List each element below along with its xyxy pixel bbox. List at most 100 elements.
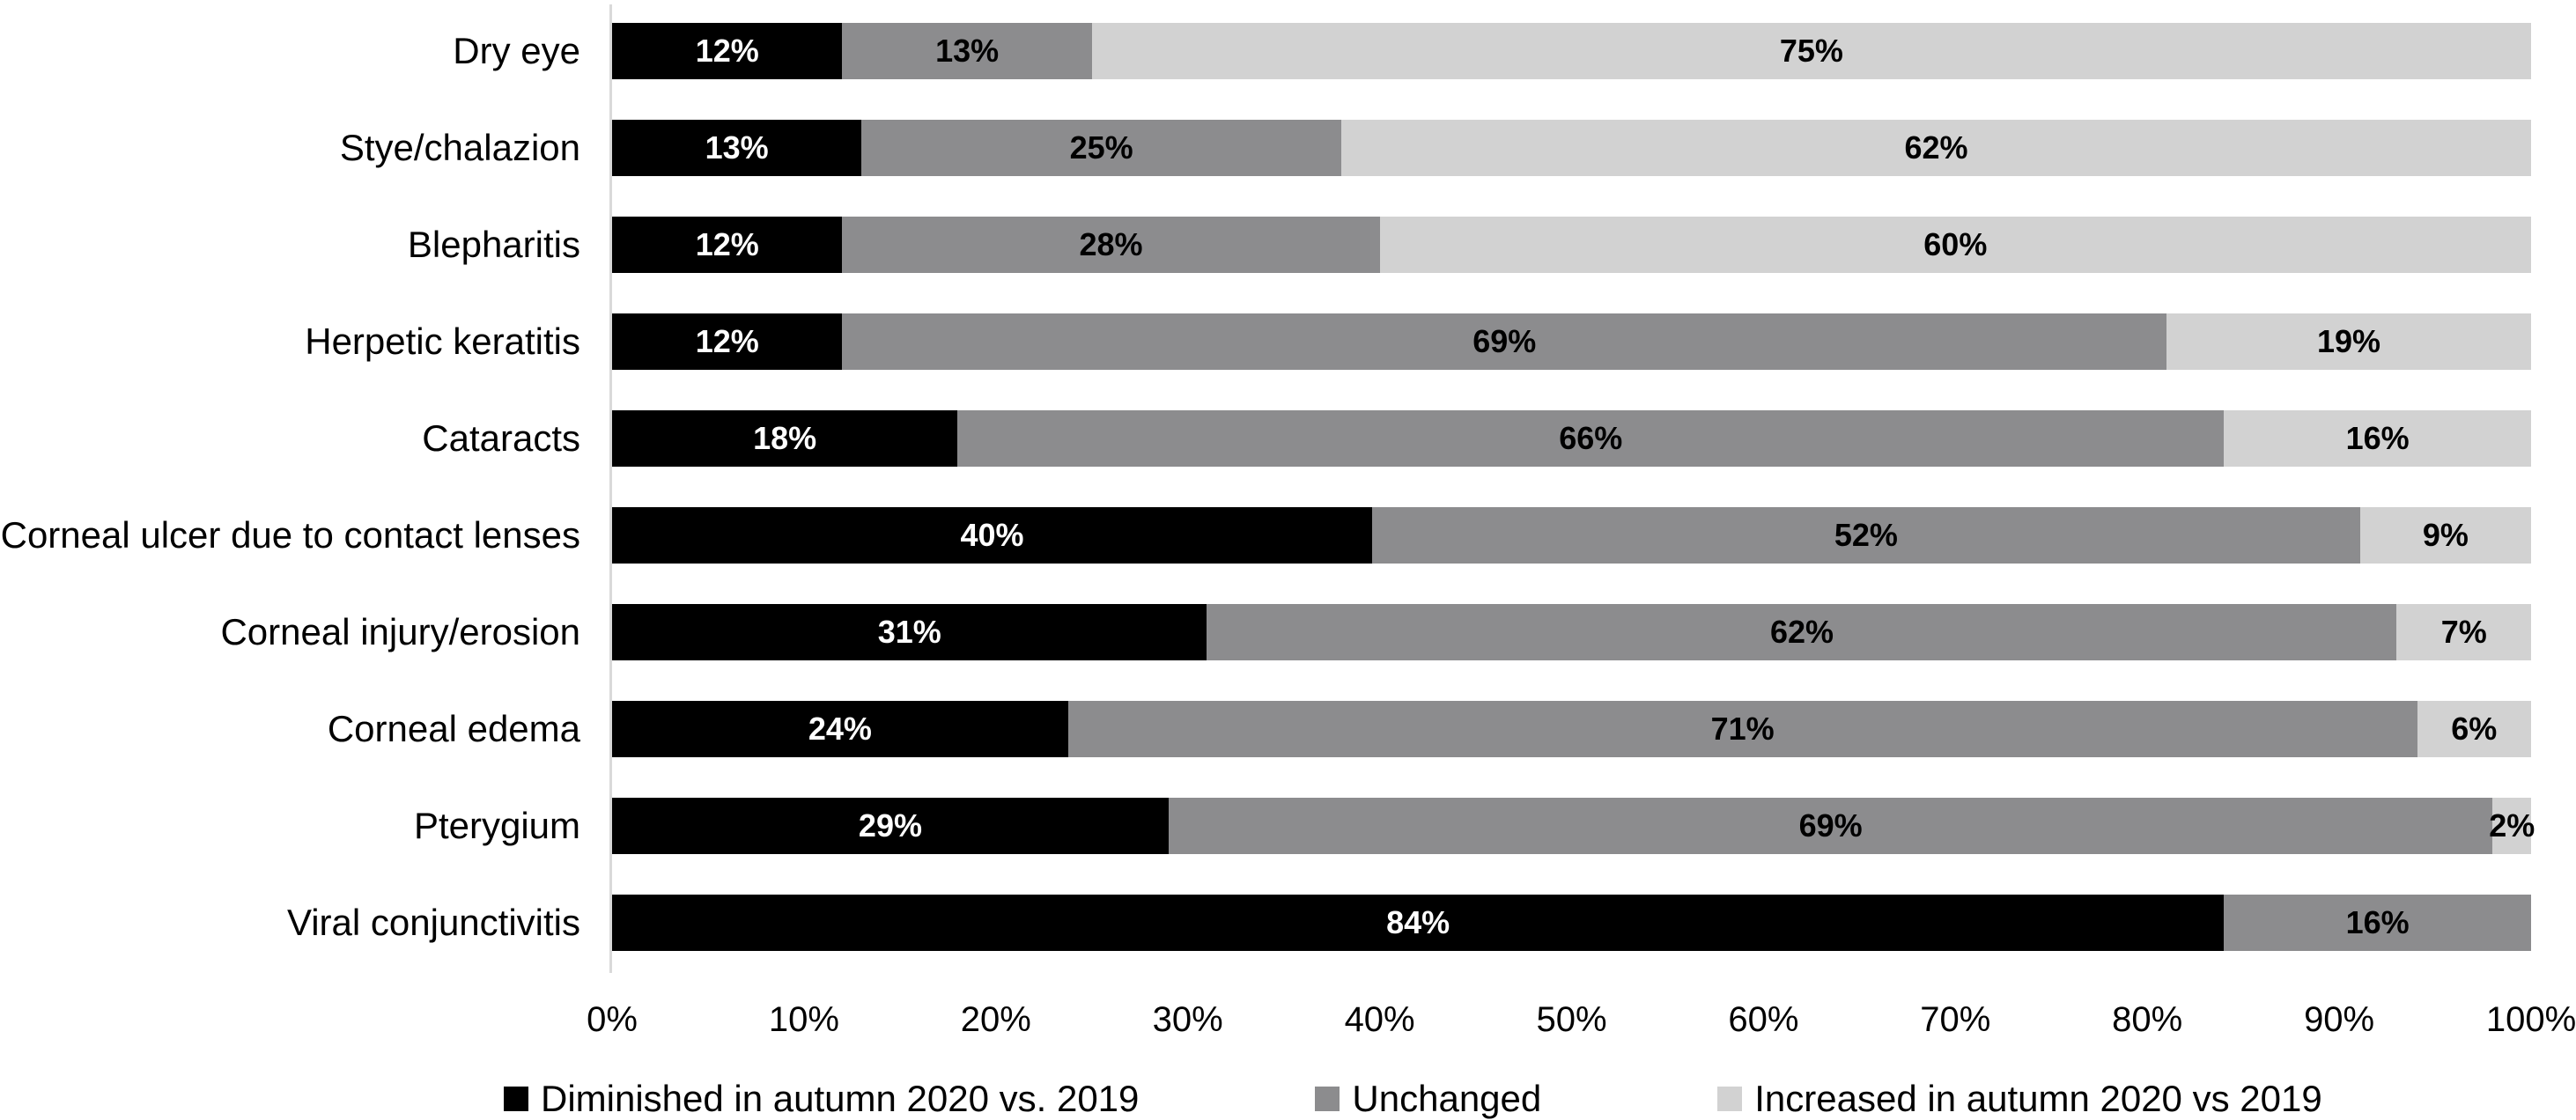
segment-value-label: 71% (1710, 711, 1775, 747)
category-label: Dry eye (453, 29, 580, 71)
segment-value-label: 13% (935, 33, 1000, 69)
bar-segment: 29% (612, 798, 1169, 854)
x-tick-label: 100% (2485, 1000, 2576, 1039)
segment-value-label: 69% (1473, 323, 1537, 359)
category-label: Corneal ulcer due to contact lenses (0, 513, 580, 556)
stacked-bar: 24% 71% 6% (612, 701, 2531, 757)
segment-value-label: 40% (960, 517, 1024, 553)
x-tick-label: 70% (1920, 1000, 1991, 1039)
x-tick-label: 50% (1536, 1000, 1607, 1039)
segment-value-label: 18% (753, 420, 817, 456)
bar-segment: 75% (1091, 23, 2531, 79)
legend-item-unchanged: Unchanged (1315, 1078, 1541, 1120)
segment-value-label: 9% (2422, 517, 2469, 553)
chart-row: Corneal injury/erosion 31% 62% 7% (0, 604, 2576, 660)
bar-segment: 12% (612, 23, 843, 79)
stacked-bar: 40% 52% 9% (612, 507, 2531, 564)
bar-segment: 12% (612, 217, 843, 273)
segment-value-label: 60% (1923, 226, 1988, 262)
bar-segment: 13% (842, 23, 1092, 79)
bar-segment: 2% (2489, 798, 2535, 854)
chart-row: Stye/chalazion 13% 25% 62% (0, 120, 2576, 176)
x-tick-label: 30% (1152, 1000, 1223, 1039)
segment-value-label: 2% (2489, 807, 2535, 844)
segment-value-label: 69% (1798, 807, 1863, 844)
bar-segment: 31% (612, 604, 1207, 660)
x-tick-label: 90% (2304, 1000, 2375, 1039)
chart-row: Blepharitis 12% 28% 60% (0, 217, 2576, 273)
segment-value-label: 12% (695, 226, 759, 262)
segment-value-label: 12% (695, 323, 759, 359)
y-axis-line (609, 4, 612, 973)
segment-value-label: 29% (858, 807, 922, 844)
segment-value-label: 16% (2345, 420, 2410, 456)
bar-segment: 60% (1379, 217, 2532, 273)
segment-value-label: 12% (695, 33, 759, 69)
legend-swatch-unchanged (1315, 1087, 1340, 1111)
chart-row: Corneal edema 24% 71% 6% (0, 701, 2576, 757)
chart-legend: Diminished in autumn 2020 vs. 2019 Uncha… (504, 1078, 2322, 1120)
legend-swatch-increased (1717, 1087, 1743, 1111)
bar-segment: 52% (1371, 507, 2360, 564)
bar-segment: 62% (1207, 604, 2397, 660)
segment-value-label: 84% (1386, 904, 1450, 940)
bar-segment: 40% (612, 507, 1372, 564)
bar-segment: 9% (2359, 507, 2531, 564)
segment-value-label: 13% (705, 129, 769, 166)
segment-value-label: 25% (1069, 129, 1133, 166)
segment-value-label: 62% (1904, 129, 1968, 166)
bar-segment: 16% (2224, 895, 2531, 951)
stacked-bar: 12% 13% 75% (612, 23, 2531, 79)
bar-segment: 12% (612, 313, 843, 370)
category-label: Viral conjunctivitis (286, 901, 580, 943)
bar-segment: 25% (861, 120, 1342, 176)
bar-segment: 28% (842, 217, 1380, 273)
bar-segment: 84% (612, 895, 2225, 951)
x-tick-label: 0% (587, 1000, 638, 1039)
chart-row: Dry eye 12% 13% 75% (0, 23, 2576, 79)
category-label: Cataracts (422, 416, 580, 459)
legend-label: Diminished in autumn 2020 vs. 2019 (541, 1078, 1140, 1119)
stacked-bar: 84% 16% (612, 895, 2531, 951)
x-tick-label: 60% (1728, 1000, 1799, 1039)
legend-swatch-diminished (504, 1087, 528, 1111)
segment-value-label: 31% (877, 614, 941, 650)
bar-segment: 62% (1341, 120, 2531, 176)
stacked-bar: 12% 28% 60% (612, 217, 2532, 273)
segment-value-label: 16% (2345, 904, 2410, 940)
chart-row: Cataracts 18% 66% 16% (0, 410, 2576, 467)
legend-item-increased: Increased in autumn 2020 vs 2019 (1717, 1078, 2322, 1120)
segment-value-label: 28% (1079, 226, 1143, 262)
category-label: Herpetic keratitis (305, 320, 580, 362)
category-label: Pterygium (413, 804, 580, 846)
chart-row: Viral conjunctivitis 84% 16% (0, 895, 2576, 951)
bar-segment: 71% (1067, 701, 2417, 757)
category-label: Corneal edema (327, 707, 580, 749)
x-tick-label: 80% (2112, 1000, 2183, 1039)
x-tick-label: 40% (1344, 1000, 1415, 1039)
segment-value-label: 6% (2451, 711, 2498, 747)
bar-rows: Dry eye 12% 13% 75% Stye/chalazion 13% 25% 62% B… (0, 23, 2576, 991)
stacked-bar: 18% 66% 16% (612, 410, 2531, 467)
bar-segment: 13% (612, 120, 862, 176)
bar-segment: 19% (2166, 313, 2532, 370)
bar-segment: 24% (612, 701, 1068, 757)
bar-segment: 66% (957, 410, 2225, 467)
category-label: Corneal injury/erosion (220, 610, 580, 652)
segment-value-label: 62% (1769, 614, 1834, 650)
category-label: Blepharitis (407, 223, 580, 265)
segment-value-label: 24% (808, 711, 872, 747)
stacked-bar: 29% 69% 2% (612, 798, 2535, 854)
bar-segment: 69% (842, 313, 2166, 370)
legend-item-diminished: Diminished in autumn 2020 vs. 2019 (504, 1078, 1139, 1120)
stacked-bar: 12% 69% 19% (612, 313, 2532, 370)
x-axis: 0% 10% 20% 30% 40% 50% 60% 70% 80% 90% 100% (587, 993, 2576, 1046)
segment-value-label: 19% (2316, 323, 2381, 359)
bar-segment: 69% (1168, 798, 2493, 854)
x-tick-label: 10% (768, 1000, 839, 1039)
bar-segment: 7% (2396, 604, 2531, 660)
bar-segment: 6% (2417, 701, 2531, 757)
segment-value-label: 7% (2440, 614, 2487, 650)
legend-label: Increased in autumn 2020 vs 2019 (1754, 1078, 2322, 1119)
segment-value-label: 75% (1779, 33, 1843, 69)
